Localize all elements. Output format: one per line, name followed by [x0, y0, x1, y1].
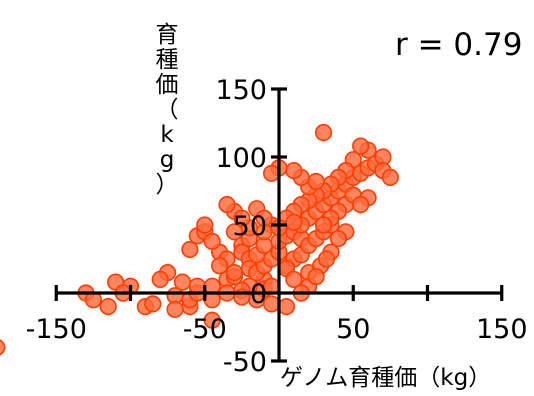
y-axis-title-char: 育 — [156, 22, 179, 48]
data-point — [144, 295, 162, 313]
y-axis-title-char: （ — [156, 97, 179, 123]
y-axis-title-char: 価 — [156, 72, 179, 98]
data-point — [307, 172, 325, 191]
y-axis-title: 育種価（ k g） — [156, 22, 179, 198]
data-point — [277, 298, 296, 316]
data-point — [99, 298, 117, 316]
x-tick-label: -150 — [26, 314, 87, 345]
y-axis-title-char: k — [160, 122, 174, 148]
y-tick-label: 150 — [215, 75, 267, 106]
data-point — [352, 137, 370, 155]
data-point — [173, 273, 192, 291]
y-axis-title-char: g — [160, 147, 175, 173]
y-axis-title-char: 種 — [156, 47, 179, 73]
data-point — [255, 209, 273, 227]
y-tick-label: -50 — [223, 347, 267, 378]
data-point — [329, 230, 348, 248]
data-point — [211, 257, 229, 275]
data-point — [203, 232, 221, 250]
data-point — [151, 270, 169, 289]
x-tick-label: 50 — [336, 314, 370, 345]
x-tick-label: 150 — [476, 314, 528, 345]
y-tick-label: 50 — [233, 211, 267, 242]
tick-labels: -150 -50 50 150 -50 0 50 100 150 — [26, 75, 528, 378]
data-point — [285, 213, 303, 231]
data-point — [352, 196, 370, 214]
data-point — [314, 123, 333, 142]
data-point — [0, 339, 6, 356]
data-point — [196, 216, 214, 234]
y-tick-label: 0 — [250, 279, 267, 310]
data-point — [307, 268, 325, 286]
x-tick-label: -50 — [183, 314, 227, 345]
x-axis-title: ゲノム育種価（kg） — [280, 365, 491, 391]
axes — [54, 87, 504, 363]
y-tick-label: 100 — [215, 143, 267, 174]
correlation-annotation: r = 0.79 — [395, 27, 522, 63]
data-point — [203, 311, 221, 329]
data-point — [218, 196, 236, 214]
data-point — [314, 216, 333, 234]
data-point — [233, 209, 251, 227]
data-point — [285, 162, 303, 180]
data-point — [181, 240, 199, 259]
data-point — [285, 270, 303, 289]
data-point — [166, 300, 184, 318]
y-axis-title-char: ） — [156, 172, 179, 198]
data-point — [317, 250, 336, 268]
data-point — [381, 168, 399, 186]
data-point — [225, 264, 244, 282]
